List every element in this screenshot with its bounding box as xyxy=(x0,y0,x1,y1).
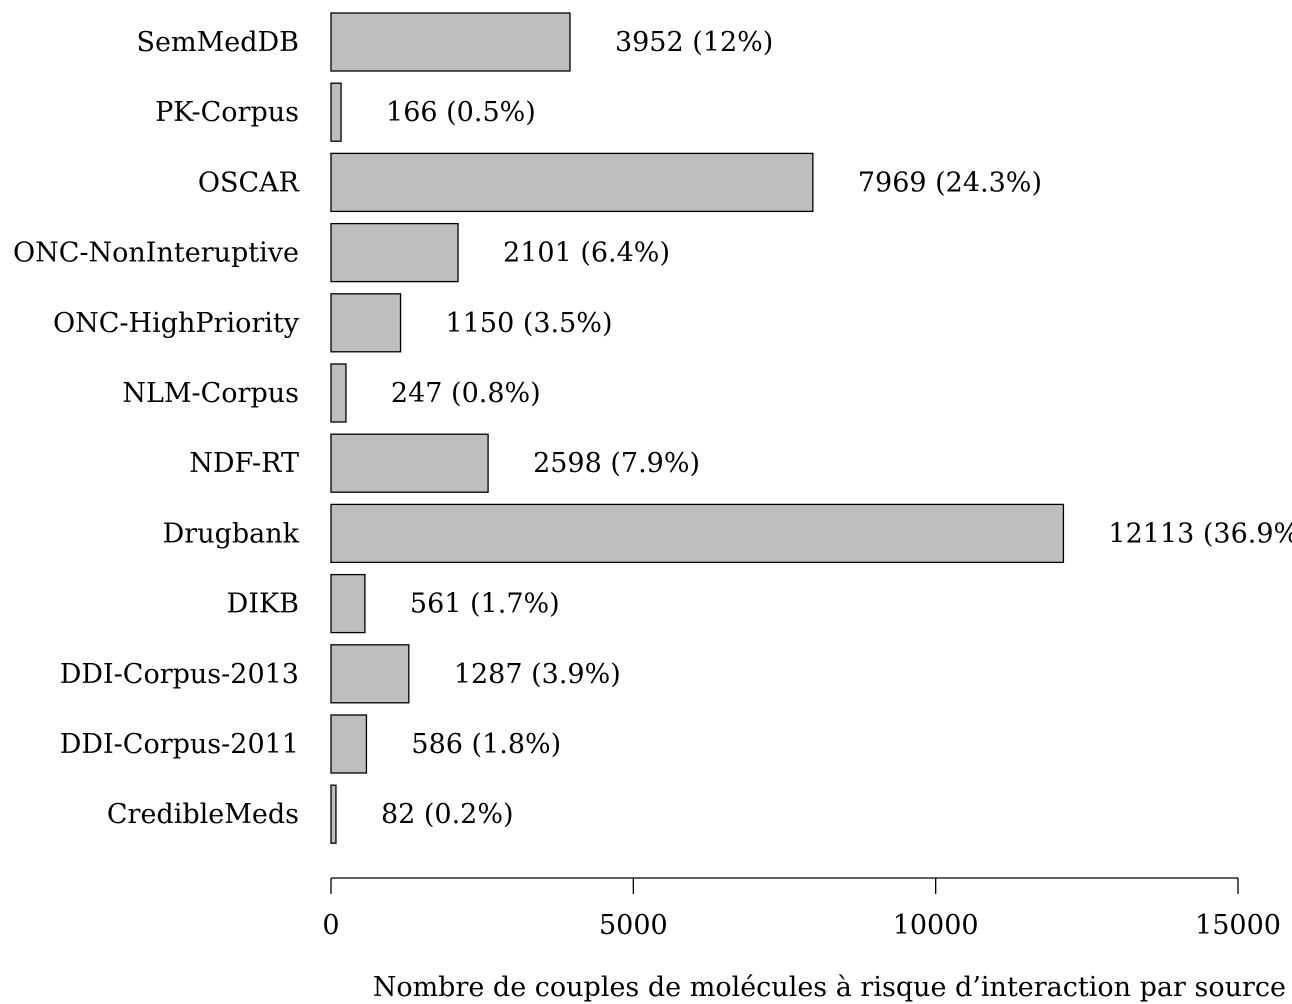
bar-ddi-corpus-2011 xyxy=(330,714,368,774)
category-label-crediblemeds: CredibleMeds xyxy=(107,799,299,830)
value-label-onc-highpriority: 1150 (3.5%) xyxy=(446,308,613,339)
bar-dikb xyxy=(330,573,366,634)
bar-crediblemeds xyxy=(330,784,337,844)
value-label-onc-noninteruptive: 2101 (6.4%) xyxy=(503,238,670,269)
value-label-semmeddb: 3952 (12%) xyxy=(615,27,773,58)
value-label-ddi-corpus-2011: 586 (1.8%) xyxy=(411,729,561,760)
bar-ddi-corpus-2013 xyxy=(330,644,410,704)
x-ticks-group: 0 5000 10000 15000 xyxy=(322,878,1281,941)
x-tick-label-10000: 10000 xyxy=(893,910,979,941)
bar-onc-noninteruptive xyxy=(330,222,459,283)
category-label-onc-highpriority: ONC-HighPriority xyxy=(53,308,300,339)
bar-nlm-corpus xyxy=(330,363,347,423)
bar-oscar xyxy=(330,152,814,213)
bar-drugbank xyxy=(330,503,1065,564)
category-label-semmeddb: SemMedDB xyxy=(137,27,299,58)
value-label-crediblemeds: 82 (0.2%) xyxy=(381,799,514,830)
value-label-oscar: 7969 (24.3%) xyxy=(858,167,1042,198)
category-label-ddi-corpus-2011: DDI-Corpus-2011 xyxy=(60,729,299,760)
category-label-ddi-corpus-2013: DDI-Corpus-2013 xyxy=(60,659,299,690)
bar-semmeddb xyxy=(330,12,571,72)
x-tick-label-15000: 15000 xyxy=(1195,910,1281,941)
value-label-drugbank: 12113 (36.9%) xyxy=(1108,518,1292,549)
value-label-ndf-rt: 2598 (7.9%) xyxy=(533,448,700,479)
x-tick-label-5000: 5000 xyxy=(599,910,668,941)
bar-ndf-rt xyxy=(330,433,489,493)
bar-onc-highpriority xyxy=(330,293,402,353)
category-labels-group: SemMedDB PK-Corpus OSCAR ONC-NonInteruptive… xyxy=(13,27,300,830)
value-label-dikb: 561 (1.7%) xyxy=(410,589,560,620)
x-axis-title: Nombre de couples de molécules à risque … xyxy=(373,972,1286,1003)
category-label-onc-noninteruptive: ONC-NonInteruptive xyxy=(13,238,299,269)
category-label-nlm-corpus: NLM-Corpus xyxy=(122,378,299,409)
value-labels-group: 3952 (12%) 166 (0.5%) 7969 (24.3%) 2101 (6.… xyxy=(381,27,1292,830)
category-label-pk-corpus: PK-Corpus xyxy=(155,97,299,128)
value-label-ddi-corpus-2013: 1287 (3.9%) xyxy=(454,659,621,690)
bars-group xyxy=(330,12,1065,844)
x-axis: 0 5000 10000 15000 xyxy=(322,877,1281,941)
value-label-pk-corpus: 166 (0.5%) xyxy=(386,97,536,128)
x-tick-label-0: 0 xyxy=(322,910,339,941)
category-label-dikb: DIKB xyxy=(227,589,299,620)
category-label-drugbank: Drugbank xyxy=(163,518,300,549)
category-label-oscar: OSCAR xyxy=(198,167,300,198)
category-label-ndf-rt: NDF-RT xyxy=(189,448,299,479)
bar-pk-corpus xyxy=(330,82,342,142)
value-label-nlm-corpus: 247 (0.8%) xyxy=(391,378,541,409)
